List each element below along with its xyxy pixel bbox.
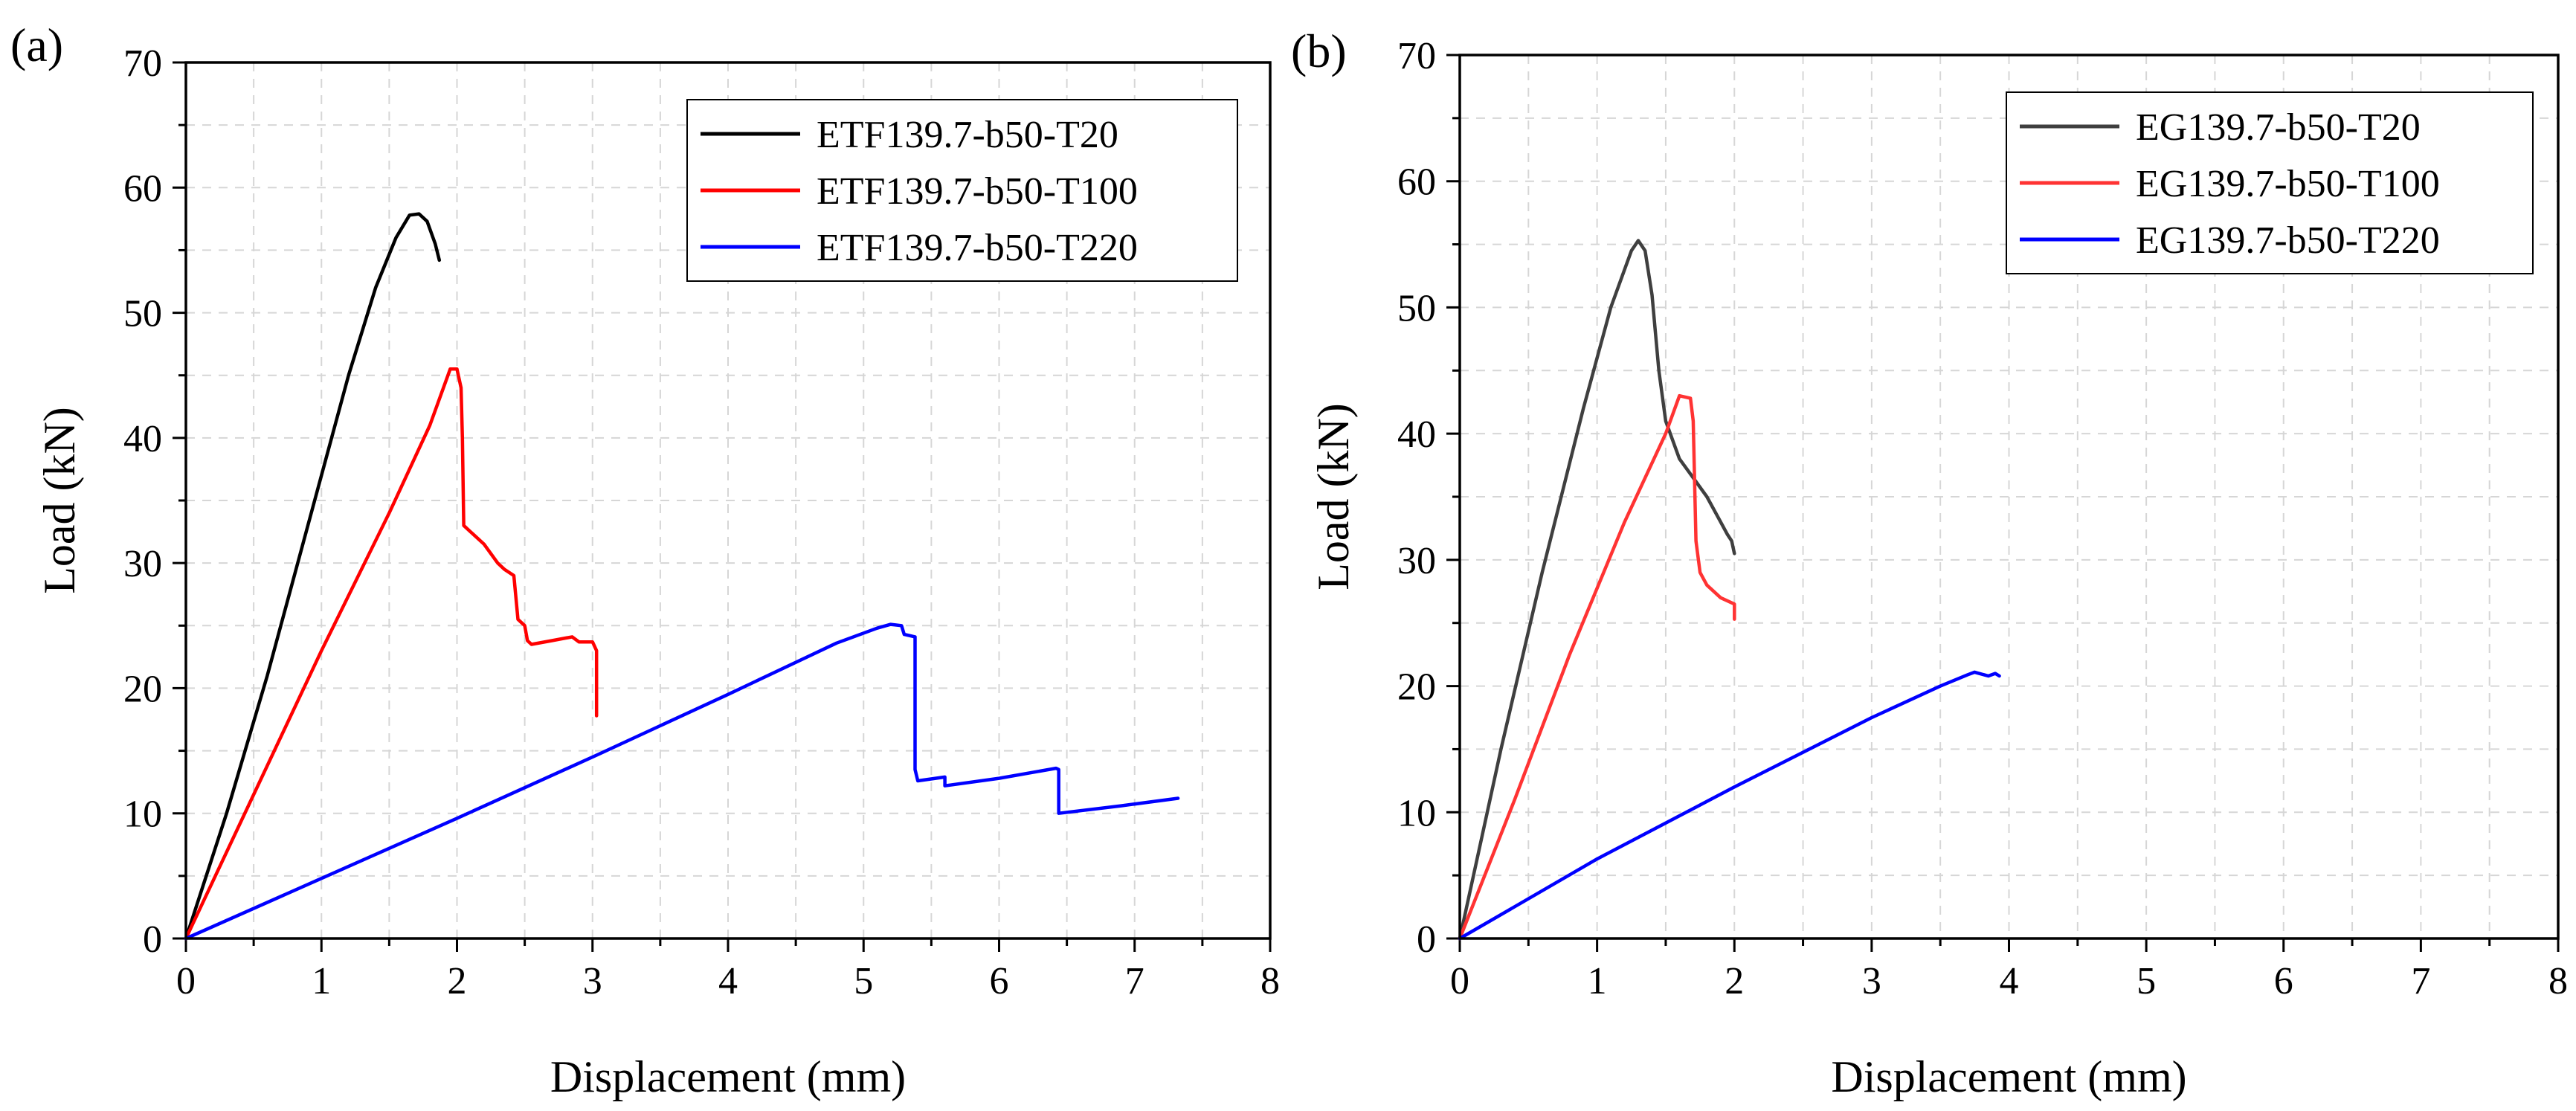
- legend-label: EG139.7-b50-T20: [2136, 106, 2421, 149]
- panel-label: (a): [10, 19, 63, 71]
- y-tick-label: 50: [1397, 287, 1436, 329]
- x-tick-label: 1: [312, 960, 331, 1002]
- y-tick-label: 20: [123, 668, 162, 710]
- x-tick-label: 0: [1450, 960, 1469, 1002]
- y-tick-label: 50: [123, 293, 162, 335]
- y-tick-label: 40: [123, 418, 162, 460]
- series-line-eg139-7-b50-t220: [1458, 670, 2001, 941]
- x-tick-label: 1: [1588, 960, 1607, 1002]
- plot-frame: [1458, 54, 2560, 940]
- x-tick-label: 5: [2137, 960, 2156, 1002]
- legend-label: EG139.7-b50-T220: [2136, 219, 2440, 262]
- x-tick-label: 6: [2274, 960, 2293, 1002]
- y-axis-title: Load (kN): [1309, 403, 1358, 590]
- legend: ETF139.7-b50-T20 ETF139.7-b50-T100 ETF139.…: [686, 99, 1238, 282]
- y-tick-label: 20: [1397, 666, 1436, 709]
- legend-label: ETF139.7-b50-T20: [817, 114, 1118, 156]
- series-line-etf139-7-b50-t100: [184, 367, 599, 941]
- x-tick-label: 0: [176, 960, 196, 1002]
- legend-label: ETF139.7-b50-T220: [817, 227, 1138, 269]
- x-tick-label: 7: [1125, 960, 1144, 1002]
- gridlines: [1460, 55, 2558, 938]
- y-tick-label: 10: [123, 793, 162, 836]
- y-tick-label: 70: [1397, 35, 1436, 77]
- y-tick-label: 60: [123, 167, 162, 210]
- x-tick-label: 4: [718, 960, 738, 1002]
- y-tick-label: 10: [1397, 792, 1436, 834]
- y-tick-label: 30: [123, 543, 162, 585]
- legend-label: ETF139.7-b50-T100: [817, 170, 1138, 213]
- x-axis-title: Displacement (mm): [550, 1052, 906, 1101]
- x-tick-label: 4: [2000, 960, 2019, 1002]
- y-tick-label: 30: [1397, 540, 1436, 582]
- x-tick-label: 2: [1725, 960, 1744, 1002]
- x-tick-label: 2: [448, 960, 467, 1002]
- y-tick-label: 40: [1397, 413, 1436, 456]
- x-tick-label: 8: [1260, 960, 1280, 1002]
- series-line-etf139-7-b50-t220: [184, 622, 1180, 941]
- y-tick-label: 0: [143, 918, 162, 961]
- series-line-eg139-7-b50-t100: [1458, 393, 1736, 941]
- y-tick-label: 0: [1417, 918, 1436, 961]
- legend: EG139.7-b50-T20 EG139.7-b50-T100 EG139.7-b…: [2006, 91, 2534, 274]
- y-tick-label: 60: [1397, 161, 1436, 204]
- plot-frame: [184, 61, 1272, 940]
- x-tick-label: 8: [2548, 960, 2568, 1002]
- x-tick-label: 3: [1862, 960, 1881, 1002]
- x-tick-label: 7: [2411, 960, 2430, 1002]
- series-line-etf139-7-b50-t20: [184, 212, 442, 941]
- chart-panel-b: 0 1 2 3 4 5 6 7 8 0 10 20 30 40 50 60 70 Displacement (mm…: [1291, 25, 2568, 1101]
- panel-label: (b): [1291, 25, 1347, 77]
- legend-label: EG139.7-b50-T100: [2136, 163, 2440, 205]
- chart-panel-a: 0 1 2 3 4 5 6 7 8 0 10 20 30 40 50 60 70 Displacement (mm…: [10, 19, 1280, 1101]
- x-tick-label: 5: [854, 960, 873, 1002]
- x-tick-label: 6: [990, 960, 1009, 1002]
- x-axis-title: Displacement (mm): [1831, 1052, 2186, 1101]
- y-axis-title: Load (kN): [35, 407, 84, 594]
- x-tick-label: 3: [583, 960, 602, 1002]
- y-tick-label: 70: [123, 42, 162, 85]
- series-line-eg139-7-b50-t20: [1458, 239, 1736, 941]
